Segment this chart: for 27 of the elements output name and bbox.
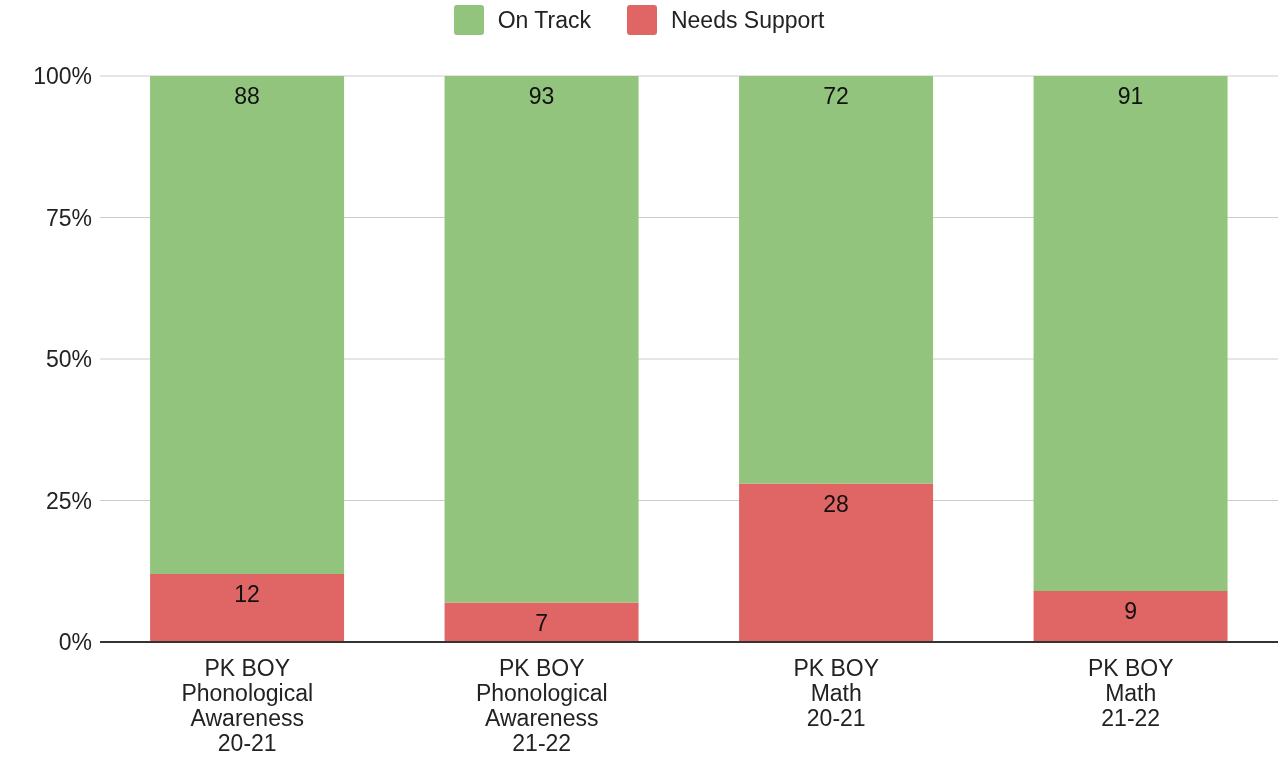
bar: [150, 76, 345, 575]
x-tick-label: PK BOY Phonological Awareness 21-22: [475, 655, 608, 756]
x-tick-label: PK BOY Math 20-21: [793, 655, 880, 731]
y-tick-label: 100%: [33, 63, 92, 90]
y-tick-label: 0%: [58, 629, 92, 656]
data-label: 28: [823, 490, 849, 517]
x-tick-label: PK BOY Phonological Awareness 20-21: [181, 655, 314, 756]
bar: [1033, 76, 1228, 592]
data-label: 72: [823, 83, 849, 110]
bar: [739, 483, 934, 642]
y-tick-label: 50%: [45, 346, 92, 373]
y-tick-label: 25%: [45, 487, 92, 514]
legend-label: Needs Support: [670, 6, 825, 34]
bar: [444, 602, 639, 642]
legend-label: On Track: [497, 6, 591, 34]
bar: [1033, 591, 1228, 642]
bar: [444, 76, 639, 603]
data-label: 9: [1124, 598, 1137, 625]
x-tick-label: PK BOY Math 21-22: [1087, 655, 1174, 731]
data-label: 7: [535, 609, 548, 636]
data-label: 12: [234, 581, 260, 608]
data-label: 91: [1117, 83, 1144, 110]
bar: [739, 76, 934, 484]
y-tick-label: 75%: [45, 204, 92, 231]
data-label: 93: [528, 83, 555, 110]
data-label: 88: [234, 83, 260, 110]
bar: [150, 574, 345, 642]
